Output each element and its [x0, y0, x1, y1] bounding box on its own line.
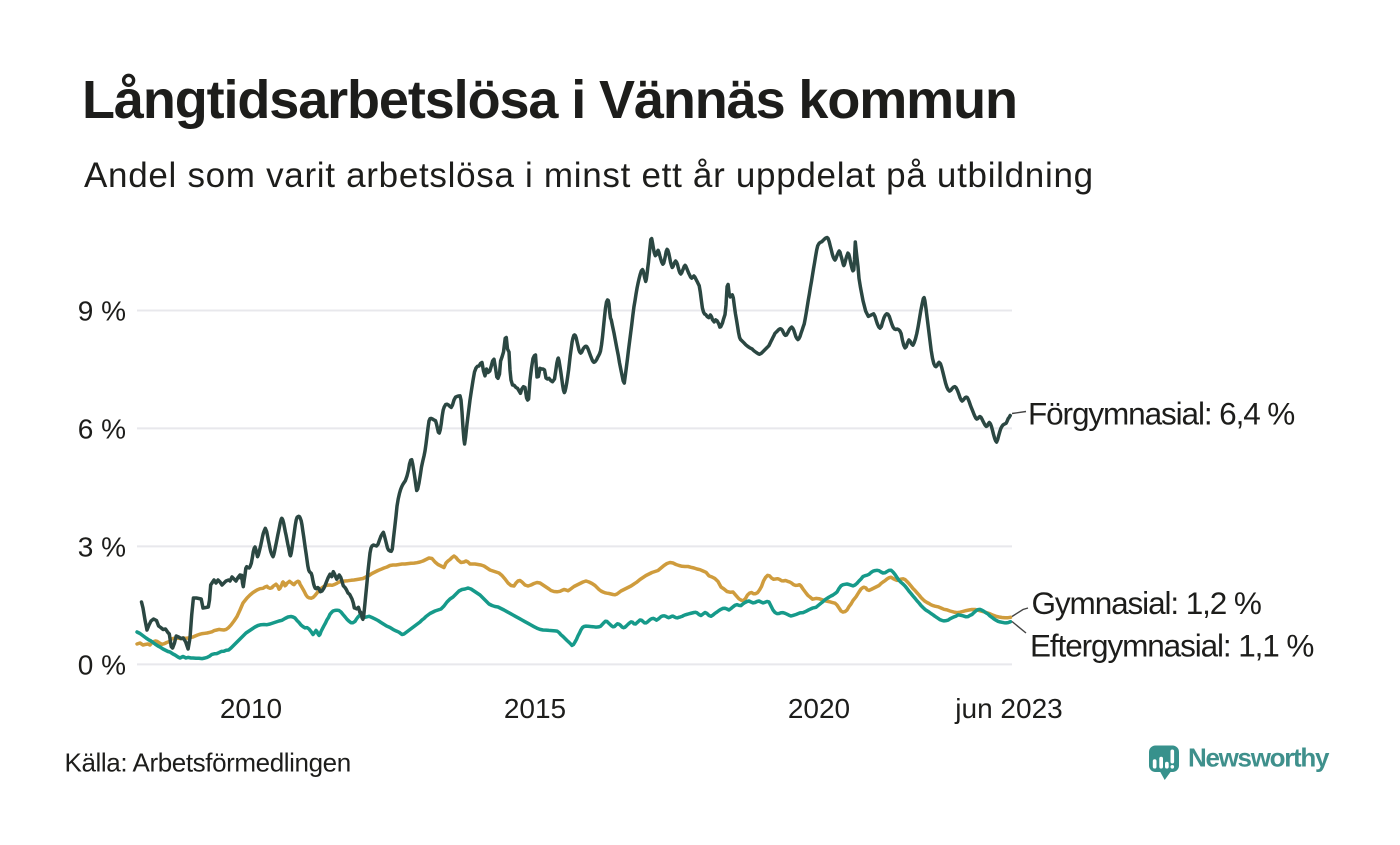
svg-text:2010: 2010 — [220, 693, 282, 724]
svg-text:Newsworthy: Newsworthy — [1188, 743, 1330, 773]
svg-text:Långtidsarbetslösa i Vännäs ko: Långtidsarbetslösa i Vännäs kommun — [82, 70, 1017, 130]
svg-text:Eftergymnasial: 1,1 %: Eftergymnasial: 1,1 % — [1030, 628, 1313, 664]
svg-text:Andel som varit arbetslösa i m: Andel som varit arbetslösa i minst ett å… — [84, 156, 1094, 195]
svg-text:Källa: Arbetsförmedlingen: Källa: Arbetsförmedlingen — [65, 748, 351, 778]
svg-text:0 %: 0 % — [78, 650, 126, 681]
svg-text:2015: 2015 — [504, 693, 566, 724]
svg-text:6 %: 6 % — [78, 414, 126, 445]
svg-text:9 %: 9 % — [78, 296, 126, 327]
svg-text:Gymnasial: 1,2 %: Gymnasial: 1,2 % — [1032, 585, 1261, 621]
svg-text:jun 2023: jun 2023 — [954, 693, 1062, 724]
svg-text:Förgymnasial: 6,4 %: Förgymnasial: 6,4 % — [1028, 396, 1294, 432]
svg-text:3 %: 3 % — [78, 532, 126, 563]
svg-text:2020: 2020 — [788, 693, 850, 724]
